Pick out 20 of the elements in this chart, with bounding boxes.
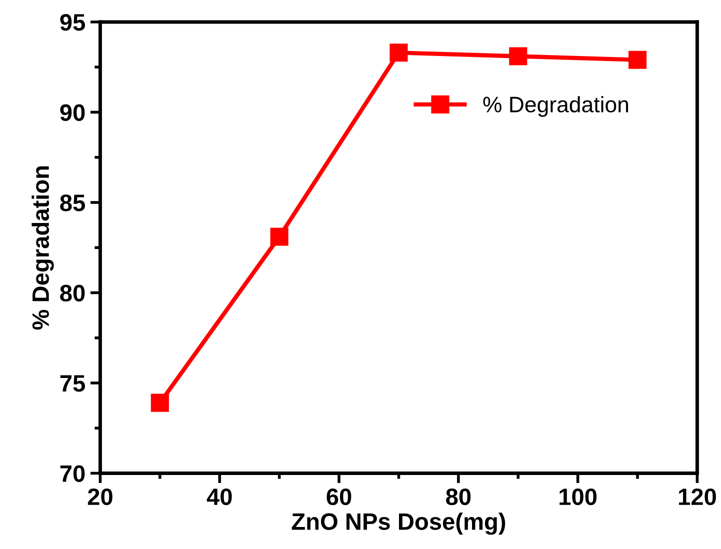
y-tick-label: 85 bbox=[60, 194, 85, 212]
x-tick-label: 100 bbox=[560, 488, 597, 506]
point bbox=[270, 228, 288, 246]
y-tick-label: 75 bbox=[60, 375, 85, 392]
y-tick-label: 95 bbox=[60, 14, 85, 31]
point bbox=[509, 47, 528, 66]
y-tick-label: 70 bbox=[60, 465, 85, 482]
point bbox=[628, 50, 647, 69]
y-tick-label: 90 bbox=[60, 104, 85, 122]
x-tick-label: 80 bbox=[446, 488, 471, 506]
y-tick-label: 80 bbox=[60, 284, 85, 302]
x-tick-label: 60 bbox=[326, 488, 352, 506]
point bbox=[390, 44, 408, 62]
legend-label: % Degradation bbox=[483, 96, 628, 117]
point bbox=[150, 394, 169, 412]
y-axis-title: % Degradation bbox=[32, 166, 54, 330]
x-tick-label: 40 bbox=[206, 488, 232, 506]
x-tick-label: 120 bbox=[679, 488, 716, 506]
x-tick-label: 20 bbox=[88, 488, 112, 506]
x-axis-title: ZnO NPs Dose(mg) bbox=[292, 512, 506, 535]
